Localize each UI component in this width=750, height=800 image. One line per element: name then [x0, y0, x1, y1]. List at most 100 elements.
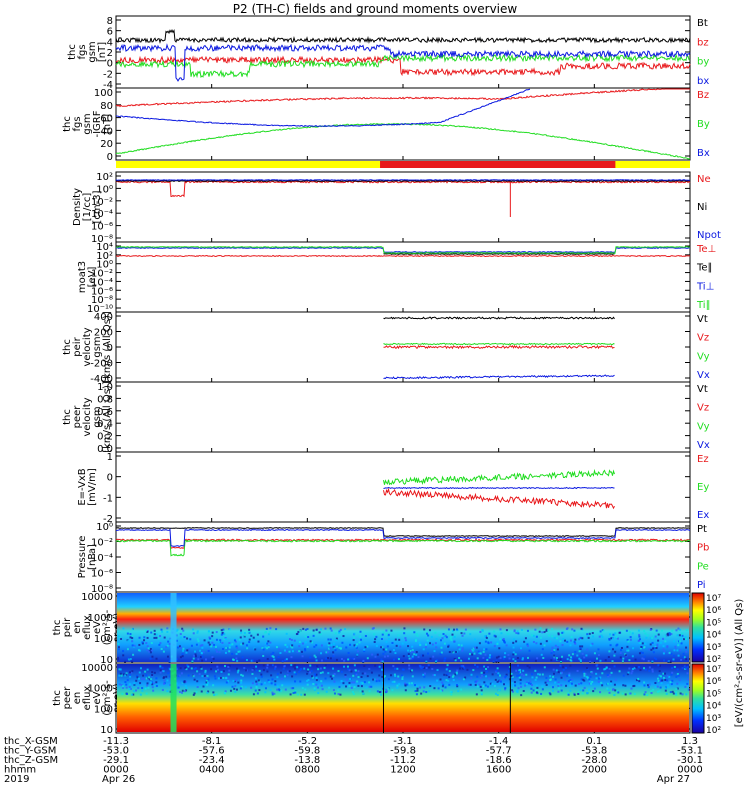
x-tick-value: -59.8	[294, 746, 320, 757]
x-tick-value: -11.3	[103, 736, 129, 747]
y-tick-label: 1.0	[97, 382, 113, 393]
panel-frame	[115, 662, 691, 734]
x-tick-value: -57.7	[486, 746, 512, 757]
legend-bz: bz	[697, 37, 709, 48]
colorbar-tick-label: 10⁵	[706, 689, 721, 699]
spectrogram-noise	[117, 627, 688, 663]
series-vx	[383, 374, 615, 380]
x-tick-value: Apr 27	[657, 774, 690, 785]
y-axis-label: thc fgs gsm -IGRF [nT]	[62, 110, 113, 137]
y-tick-label: 10⁻⁴	[91, 553, 113, 564]
y-axis-label-line: -IGRF	[92, 110, 103, 137]
y-tick-label: 100	[94, 634, 113, 645]
y-tick-label: 60	[100, 114, 113, 125]
y-axis-label-line: [cm-3]	[92, 190, 103, 223]
y-tick-label: -2	[103, 514, 113, 525]
y-tick-label: 8	[107, 16, 113, 27]
y-axis-label-line: peir	[72, 336, 83, 356]
x-tick-value: 0800	[295, 765, 320, 776]
y-axis-label-line: [mV/m]	[87, 468, 98, 506]
legend-vt: Vt	[697, 384, 708, 395]
legend-bt: Bt	[697, 18, 708, 29]
y-tick-label: 1000	[88, 684, 113, 695]
series-bt	[115, 28, 691, 44]
series-pi	[115, 528, 691, 547]
spectrogram	[117, 664, 689, 732]
y-axis-label-line: peer	[72, 405, 83, 429]
legend-bx: Bx	[697, 148, 710, 159]
legend-bz: Bz	[697, 90, 709, 101]
y-axis-label-line: peir	[62, 617, 73, 637]
y-tick-label: 10⁻⁸	[91, 584, 113, 595]
legend-vx: Vx	[697, 440, 710, 451]
y-axis-label-line: gsm	[92, 336, 103, 357]
series-te-par	[383, 253, 615, 255]
y-tick-label: 10⁻⁶	[91, 222, 113, 233]
x-tick-value: -53.0	[103, 746, 129, 757]
y-tick-label: 10⁻²	[91, 538, 113, 549]
y-axis-label-line: moat3	[77, 261, 88, 293]
y-tick-label: 20	[100, 139, 113, 150]
legend-pt: Pt	[697, 524, 707, 535]
y-axis-label-line: velocity	[82, 327, 93, 366]
legend-vt: Vt	[697, 314, 708, 325]
x-tick-value: -18.6	[486, 755, 512, 766]
series-ti-perp	[115, 246, 690, 253]
y-axis-label-line: thc	[62, 339, 73, 355]
page-title: P2 (TH-C) fields and ground moments over…	[232, 2, 518, 16]
y-axis-label-line: eflux	[82, 615, 93, 640]
legend-ez: Ez	[697, 454, 709, 465]
y-axis-label-line: [km/s (All Qs)]	[102, 381, 113, 453]
x-tick-value: -8.1	[202, 736, 222, 747]
series-pt	[116, 526, 690, 537]
y-tick-label: 40	[100, 126, 113, 137]
y-axis-label-line: peer	[62, 686, 73, 710]
x-tick-value: -53.8	[581, 746, 607, 757]
series-bx	[115, 43, 691, 82]
y-axis-label: thc peer velocity gsm [km/s (All Qs)]	[62, 381, 113, 453]
y-axis-label-line: (cm²-s-	[102, 609, 113, 645]
panel-frame	[115, 451, 691, 523]
x-tick-value: -13.8	[294, 755, 320, 766]
spectrogram-gap	[170, 593, 177, 662]
y-tick-label: 0	[107, 152, 113, 163]
y-tick-label: -200	[90, 359, 113, 370]
spectrogram	[117, 593, 689, 662]
y-tick-label: -4	[103, 80, 113, 91]
y-tick-label: 0.4	[97, 419, 113, 430]
x-tick-value: -28.0	[581, 755, 607, 766]
series-bz-igrf	[115, 88, 690, 108]
x-tick-value: 1600	[486, 765, 511, 776]
x-tick-value: 1200	[390, 765, 415, 776]
legend-vy: Vy	[697, 351, 710, 362]
x-tick-value: 0000	[677, 765, 702, 776]
colorbar-tick-label: 10⁶	[706, 677, 721, 687]
y-tick-label: -1	[103, 493, 113, 504]
y-tick-label: 10⁻⁸	[91, 234, 113, 245]
legend-by: by	[697, 57, 709, 68]
y-axis-label-line: thc	[62, 116, 73, 132]
y-axis-label-line: gsm	[87, 41, 98, 62]
y-tick-label: 10⁻⁶	[91, 569, 113, 580]
panel-10: 10000100010010thcpeerenefluxeV(cm²-s-sr-…	[52, 662, 691, 736]
y-tick-label: 6	[107, 27, 113, 38]
y-tick-label: 10⁻⁶	[91, 286, 113, 297]
x-tick-value: 2000	[582, 765, 607, 776]
y-tick-label: 0.8	[97, 394, 113, 405]
y-tick-label: 10⁻⁸	[91, 295, 113, 306]
y-tick-label: 1	[107, 452, 113, 463]
colorbar-tick-label: 10⁷	[706, 594, 721, 604]
y-axis-label-line: [eV]	[87, 267, 98, 288]
x-tick-value: -57.6	[199, 746, 225, 757]
series-ni	[115, 179, 691, 183]
y-tick-label: 1000	[88, 613, 113, 624]
y-tick-label: 200	[94, 328, 113, 339]
y-axis-label: moat3 [eV]	[77, 261, 98, 293]
y-axis-label-line: eflux	[82, 686, 93, 711]
y-tick-label: 0.6	[97, 407, 113, 418]
y-tick-label: 10²	[96, 172, 113, 183]
